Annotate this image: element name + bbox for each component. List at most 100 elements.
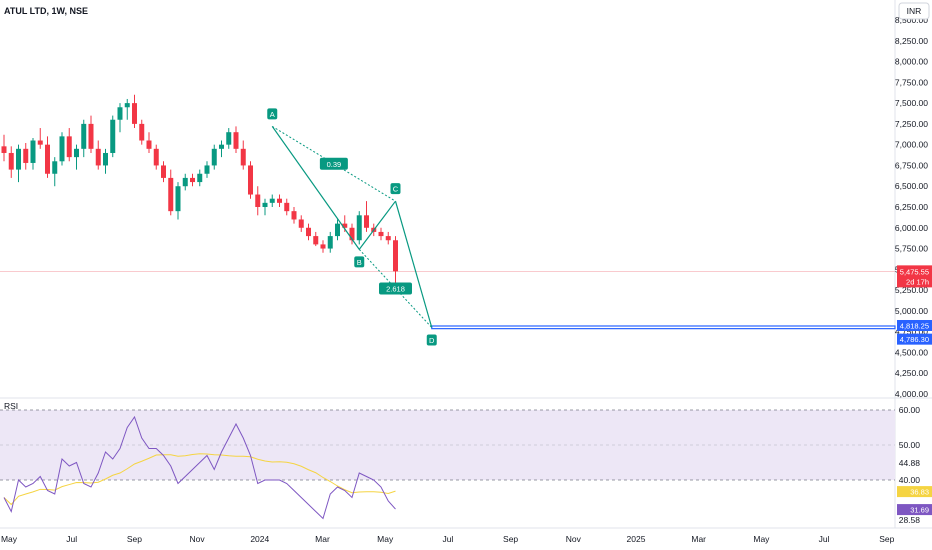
- target-lower-tag-bg: [897, 333, 932, 345]
- harmonic-pattern[interactable]: 0.39 2.618 A B C D: [267, 108, 437, 346]
- candle-body: [349, 227, 355, 241]
- price-tick-label: 5,250.00: [895, 285, 928, 295]
- candle-body: [262, 202, 268, 207]
- candle-body: [81, 123, 87, 149]
- candle-body: [298, 219, 304, 228]
- time-tick-label: Sep: [879, 534, 894, 544]
- pattern-point-label: B: [357, 258, 362, 267]
- candle-body: [364, 215, 369, 228]
- price-pane[interactable]: [0, 0, 895, 398]
- pattern-ratio-badge[interactable]: [379, 282, 412, 295]
- currency-button[interactable]: [898, 2, 930, 20]
- symbol-title: ATUL LTD, 1W, NSE: [4, 6, 88, 16]
- pattern-ratio-badge[interactable]: [319, 157, 348, 170]
- time-tick-label: Mar: [691, 534, 706, 544]
- candle-body: [233, 132, 239, 149]
- price-tick-label: 6,500.00: [895, 181, 928, 191]
- candle-body: [139, 123, 145, 141]
- target-upper-tag: 4,818.25: [900, 321, 929, 330]
- price-tick-label: 6,000.00: [895, 223, 928, 233]
- time-tick-label: Jul: [819, 534, 830, 544]
- candle-body: [95, 148, 101, 166]
- candle-body: [8, 152, 14, 170]
- rsi-value-tag-bg: [897, 504, 932, 516]
- candle-body: [37, 140, 43, 145]
- candle-body: [197, 173, 203, 183]
- target-zone[interactable]: [431, 325, 896, 330]
- pattern-point-label: C: [393, 185, 399, 194]
- candle-body: [248, 165, 253, 195]
- pattern-point-c[interactable]: [390, 183, 401, 195]
- time-tick-label: Mar: [315, 534, 330, 544]
- candle-body: [182, 177, 188, 187]
- candle-body: [356, 215, 362, 241]
- pattern-leg-ab[interactable]: [271, 126, 360, 250]
- candle-body: [66, 136, 72, 158]
- rsi-ma-line: [3, 453, 396, 506]
- rsi-tick-label: 50.00: [899, 440, 921, 450]
- time-tick-label: Sep: [503, 534, 518, 544]
- candle-body: [88, 123, 94, 149]
- candle-body: [211, 148, 217, 166]
- candle-body: [23, 148, 29, 163]
- rsi-bottom-label: 28.58: [899, 515, 921, 525]
- price-tick-label: 7,750.00: [895, 77, 928, 87]
- price-tick-label: 8,250.00: [895, 36, 928, 46]
- pattern-point-a[interactable]: [267, 108, 278, 120]
- candle-body: [175, 186, 181, 212]
- price-tick-label: 5,750.00: [895, 244, 928, 254]
- currency-label: INR: [907, 6, 922, 16]
- pattern-ratio-label: 0.39: [327, 160, 342, 169]
- rsi-axis[interactable]: 60.00 50.00 40.00 44.88 28.58: [899, 405, 921, 525]
- candle-body: [132, 103, 137, 124]
- rsi-tick-label: 60.00: [899, 405, 921, 415]
- candle-body: [306, 227, 311, 237]
- price-tick-label: 8,500.00: [895, 15, 928, 25]
- pattern-leg-cd[interactable]: [394, 201, 433, 328]
- rsi-ma-tag: 36.83: [910, 488, 929, 497]
- target-lower-tag: 4,786.30: [900, 335, 929, 344]
- price-tick-label: 4,750.00: [895, 327, 928, 337]
- rsi-title: RSI: [4, 401, 18, 411]
- last-price-tag: 5,475.55: [900, 267, 929, 276]
- candle-body: [378, 231, 384, 237]
- price-tick-label: 7,500.00: [895, 98, 928, 108]
- candle-body: [110, 119, 116, 153]
- price-tick-label: 7,000.00: [895, 140, 928, 150]
- pattern-point-label: D: [429, 336, 435, 345]
- time-axis[interactable]: May Jul Sep Nov 2024 Mar May Jul Sep Nov 2025 Mar Ma…: [1, 534, 895, 544]
- pattern-point-b[interactable]: [354, 256, 365, 268]
- price-tick-label: 4,000.00: [895, 389, 928, 399]
- time-tick-label: Jul: [442, 534, 453, 544]
- pattern-leg-bc[interactable]: [358, 200, 396, 250]
- candle-body: [74, 148, 79, 158]
- candle-body: [277, 198, 282, 203]
- time-tick-label: Sep: [127, 534, 142, 544]
- time-tick-label: Nov: [566, 534, 582, 544]
- countdown-tag: 2d 17h: [906, 277, 929, 286]
- rsi-value-tag: 31.69: [910, 506, 929, 515]
- candle-body: [255, 194, 261, 207]
- rsi-tick-label: 40.00: [899, 475, 921, 485]
- rsi-ma-tag-bg: [897, 486, 932, 498]
- candle-body: [342, 223, 348, 228]
- candle-body: [219, 144, 224, 149]
- price-tick-label: 8,000.00: [895, 57, 928, 67]
- time-tick-label: Nov: [190, 534, 206, 544]
- time-tick-label: Jul: [66, 534, 77, 544]
- candle-body: [146, 140, 152, 149]
- price-tick-label: 7,250.00: [895, 119, 928, 129]
- candle-body: [327, 236, 333, 249]
- candle-body: [52, 161, 58, 174]
- candle-body: [204, 165, 210, 174]
- candle-body: [393, 240, 398, 272]
- target-band[interactable]: [431, 325, 896, 330]
- candle-body: [320, 244, 326, 249]
- rsi-line: [3, 415, 396, 520]
- candle-body: [124, 103, 130, 108]
- candle-body: [269, 198, 275, 203]
- candle-body: [335, 223, 340, 237]
- pattern-point-d[interactable]: [426, 334, 437, 346]
